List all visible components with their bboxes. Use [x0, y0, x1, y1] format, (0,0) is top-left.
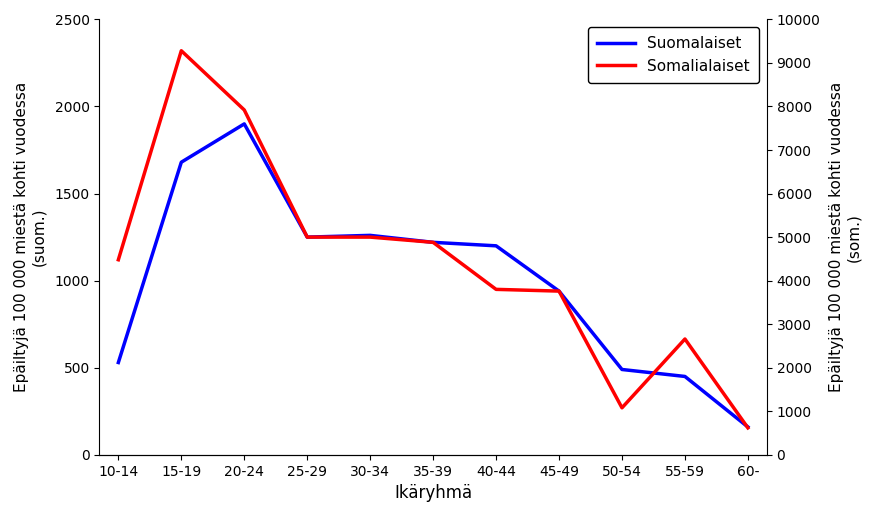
- Suomalaiset: [680, 374, 690, 380]
- Suomalaiset: [113, 360, 123, 366]
- Somalialaiset: [428, 239, 438, 246]
- Somalialaiset: [239, 107, 249, 113]
- X-axis label: Ikäryhmä: Ikäryhmä: [394, 484, 472, 502]
- Y-axis label: Epäiltyjä 100 000 miestä kohti vuodessa
(suom.): Epäiltyjä 100 000 miestä kohti vuodessa …: [14, 82, 46, 392]
- Somalialaiset: [680, 336, 690, 342]
- Legend: Suomalaiset, Somalialaiset: Suomalaiset, Somalialaiset: [588, 27, 760, 83]
- Suomalaiset: [554, 288, 564, 294]
- Somalialaiset: [176, 47, 186, 54]
- Suomalaiset: [617, 366, 627, 373]
- Somalialaiset: [302, 234, 312, 240]
- Somalialaiset: [113, 256, 123, 263]
- Y-axis label: Epäiltyjä 100 000 miestä kohti vuodessa
(som.): Epäiltyjä 100 000 miestä kohti vuodessa …: [829, 82, 861, 392]
- Line: Suomalaiset: Suomalaiset: [118, 124, 748, 427]
- Suomalaiset: [743, 424, 753, 430]
- Suomalaiset: [365, 232, 375, 238]
- Somalialaiset: [617, 405, 627, 411]
- Suomalaiset: [428, 239, 438, 246]
- Suomalaiset: [176, 159, 186, 165]
- Somalialaiset: [491, 286, 501, 293]
- Suomalaiset: [491, 243, 501, 249]
- Suomalaiset: [239, 121, 249, 127]
- Somalialaiset: [743, 425, 753, 431]
- Somalialaiset: [554, 288, 564, 294]
- Suomalaiset: [302, 234, 312, 240]
- Line: Somalialaiset: Somalialaiset: [118, 51, 748, 428]
- Somalialaiset: [365, 234, 375, 240]
